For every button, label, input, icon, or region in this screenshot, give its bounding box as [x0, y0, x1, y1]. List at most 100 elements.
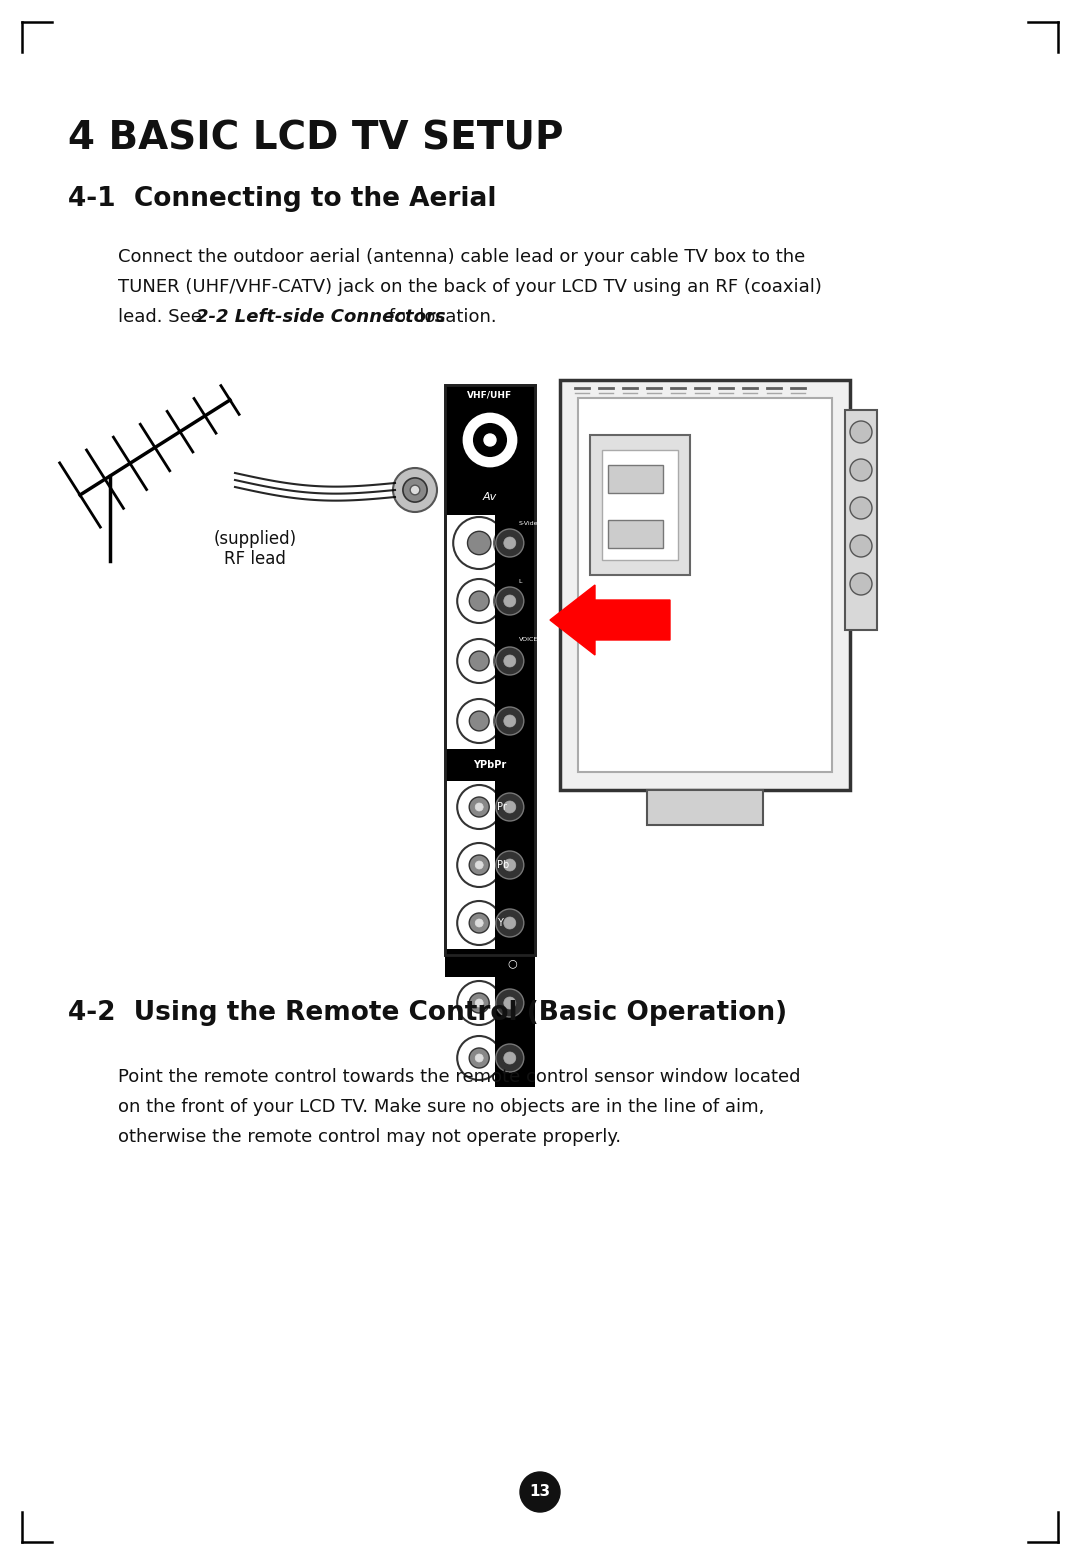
Bar — [496, 515, 535, 749]
Circle shape — [457, 901, 501, 945]
Bar — [445, 749, 535, 780]
Text: Pb: Pb — [497, 860, 510, 870]
Circle shape — [503, 996, 516, 1009]
Bar — [496, 978, 535, 1087]
Text: on the front of your LCD TV. Make sure no objects are in the line of aim,: on the front of your LCD TV. Make sure n… — [118, 1098, 765, 1117]
Circle shape — [475, 802, 483, 812]
Circle shape — [503, 536, 517, 551]
Text: 4-2  Using the Remote Control (Basic Operation): 4-2 Using the Remote Control (Basic Oper… — [68, 999, 787, 1026]
Circle shape — [850, 497, 872, 519]
Text: ○: ○ — [508, 959, 517, 968]
Circle shape — [454, 518, 505, 569]
Circle shape — [470, 651, 489, 671]
Circle shape — [503, 801, 516, 813]
Circle shape — [464, 414, 516, 466]
Circle shape — [403, 479, 427, 502]
FancyArrow shape — [550, 585, 670, 655]
Circle shape — [496, 793, 524, 821]
Circle shape — [469, 856, 489, 874]
Circle shape — [496, 707, 524, 735]
Circle shape — [457, 785, 501, 829]
Circle shape — [503, 715, 516, 727]
Circle shape — [519, 1472, 561, 1512]
Text: Connect the outdoor aerial (antenna) cable lead or your cable TV box to the: Connect the outdoor aerial (antenna) cab… — [118, 249, 806, 266]
Bar — [647, 790, 762, 824]
Circle shape — [503, 655, 516, 666]
Text: VOICE: VOICE — [518, 637, 538, 641]
Text: for location.: for location. — [383, 308, 497, 325]
Text: 2-2 Left-side Connectors: 2-2 Left-side Connectors — [195, 308, 446, 325]
Circle shape — [496, 1045, 524, 1071]
Text: lead. See: lead. See — [118, 308, 207, 325]
Circle shape — [475, 920, 483, 927]
Circle shape — [475, 862, 483, 870]
Circle shape — [469, 1048, 489, 1068]
Circle shape — [468, 532, 491, 555]
Text: Pr: Pr — [497, 802, 508, 812]
Bar — [608, 465, 663, 493]
Circle shape — [475, 1054, 483, 1062]
Bar — [608, 519, 663, 547]
Circle shape — [475, 999, 483, 1007]
Text: 4 BASIC LCD TV SETUP: 4 BASIC LCD TV SETUP — [68, 120, 564, 158]
Circle shape — [503, 594, 516, 607]
Circle shape — [503, 654, 517, 668]
Circle shape — [494, 585, 526, 618]
Circle shape — [457, 1035, 501, 1081]
Circle shape — [457, 640, 501, 683]
Bar — [602, 450, 678, 560]
Circle shape — [503, 715, 517, 727]
Bar — [496, 780, 535, 949]
Text: VHF/UHF: VHF/UHF — [468, 391, 513, 400]
Circle shape — [850, 572, 872, 594]
Circle shape — [850, 535, 872, 557]
Bar — [578, 397, 832, 773]
Circle shape — [850, 421, 872, 443]
Circle shape — [457, 981, 501, 1024]
Circle shape — [496, 851, 524, 879]
Bar — [445, 480, 535, 515]
Bar — [445, 385, 535, 956]
Circle shape — [393, 468, 437, 511]
Bar — [445, 385, 535, 956]
Circle shape — [850, 458, 872, 482]
Circle shape — [484, 433, 496, 446]
Text: S-Video: S-Video — [518, 521, 542, 526]
Text: (supplied): (supplied) — [214, 530, 297, 547]
Circle shape — [470, 591, 489, 612]
Text: otherwise the remote control may not operate properly.: otherwise the remote control may not ope… — [118, 1128, 621, 1146]
Circle shape — [494, 527, 526, 558]
Circle shape — [503, 917, 516, 929]
Circle shape — [410, 485, 420, 494]
Circle shape — [496, 647, 524, 676]
Text: YPbPr: YPbPr — [473, 760, 507, 769]
Text: Point the remote control towards the remote control sensor window located: Point the remote control towards the rem… — [118, 1068, 800, 1085]
Circle shape — [469, 913, 489, 934]
Circle shape — [503, 536, 516, 549]
Bar — [561, 380, 850, 790]
Text: Av: Av — [483, 493, 497, 502]
Circle shape — [457, 579, 501, 622]
Text: Y: Y — [497, 918, 503, 927]
Bar — [445, 385, 535, 480]
Text: L: L — [518, 579, 523, 583]
Circle shape — [503, 594, 517, 608]
Circle shape — [494, 644, 526, 677]
Circle shape — [457, 843, 501, 887]
Circle shape — [496, 909, 524, 937]
Circle shape — [503, 1053, 516, 1064]
Circle shape — [496, 988, 524, 1017]
Circle shape — [496, 586, 524, 615]
Circle shape — [457, 699, 501, 743]
Text: 4-1  Connecting to the Aerial: 4-1 Connecting to the Aerial — [68, 186, 497, 213]
Circle shape — [503, 859, 516, 871]
Circle shape — [474, 424, 507, 457]
Circle shape — [469, 993, 489, 1013]
Bar — [445, 949, 535, 978]
Circle shape — [470, 712, 489, 730]
Circle shape — [469, 798, 489, 816]
Bar — [845, 410, 877, 630]
Text: 13: 13 — [529, 1484, 551, 1500]
Text: RF lead: RF lead — [224, 551, 286, 568]
Circle shape — [496, 529, 524, 557]
